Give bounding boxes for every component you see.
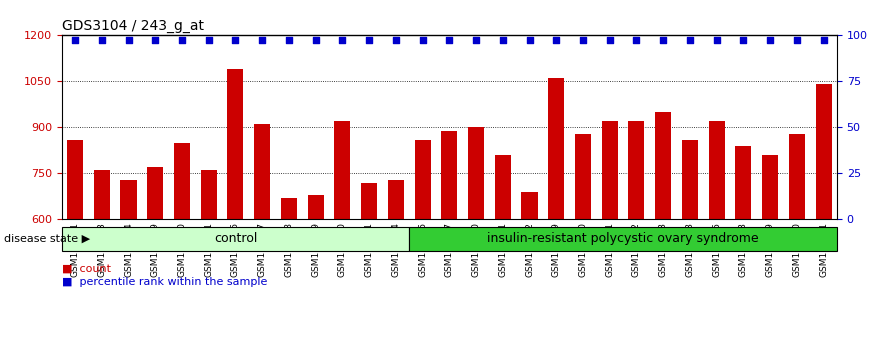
Point (656, 37, 670, 43)
Bar (628, 121, 645, 354)
Bar (495, 155, 511, 354)
Bar (335, 121, 351, 354)
Point (416, 37, 430, 43)
Bar (602, 121, 618, 354)
Point (68, 37, 82, 43)
Bar (227, 69, 243, 354)
Point (362, 37, 376, 43)
Bar (388, 179, 403, 354)
Point (763, 37, 777, 43)
Bar (281, 198, 297, 354)
Point (148, 37, 162, 43)
Text: disease state ▶: disease state ▶ (4, 234, 91, 244)
Point (282, 37, 296, 43)
Bar (174, 143, 190, 354)
Point (549, 37, 563, 43)
Point (255, 37, 270, 43)
Point (469, 37, 483, 43)
Point (496, 37, 510, 43)
Point (603, 37, 617, 43)
Text: ■  percentile rank within the sample: ■ percentile rank within the sample (62, 278, 267, 287)
Bar (736, 146, 751, 354)
Bar (548, 78, 564, 354)
Bar (361, 183, 377, 354)
Text: control: control (214, 232, 257, 245)
Point (683, 37, 697, 43)
Bar (121, 179, 137, 354)
Point (308, 37, 322, 43)
Bar (254, 124, 270, 354)
Point (709, 37, 723, 43)
Bar (307, 195, 323, 354)
Bar (708, 121, 725, 354)
Point (336, 37, 350, 43)
Bar (655, 112, 671, 354)
Bar (788, 133, 805, 354)
Bar (682, 140, 698, 354)
Point (389, 37, 403, 43)
Bar (762, 155, 778, 354)
Point (122, 37, 136, 43)
Text: GDS3104 / 243_g_at: GDS3104 / 243_g_at (62, 19, 204, 33)
Point (202, 37, 216, 43)
Text: ■  count: ■ count (62, 263, 111, 273)
Bar (441, 131, 457, 354)
Point (522, 37, 537, 43)
Bar (201, 170, 217, 354)
Point (95, 37, 109, 43)
Bar (147, 167, 163, 354)
Bar (522, 192, 537, 354)
Point (576, 37, 590, 43)
Point (228, 37, 242, 43)
Point (442, 37, 456, 43)
Point (175, 37, 189, 43)
Bar (468, 127, 484, 354)
Bar (93, 170, 110, 354)
Point (737, 37, 751, 43)
Text: insulin-resistant polycystic ovary syndrome: insulin-resistant polycystic ovary syndr… (487, 232, 759, 245)
Bar (67, 140, 83, 354)
Bar (415, 140, 431, 354)
Point (817, 37, 831, 43)
Point (629, 37, 643, 43)
Bar (816, 85, 832, 354)
Bar (575, 133, 591, 354)
Point (789, 37, 803, 43)
